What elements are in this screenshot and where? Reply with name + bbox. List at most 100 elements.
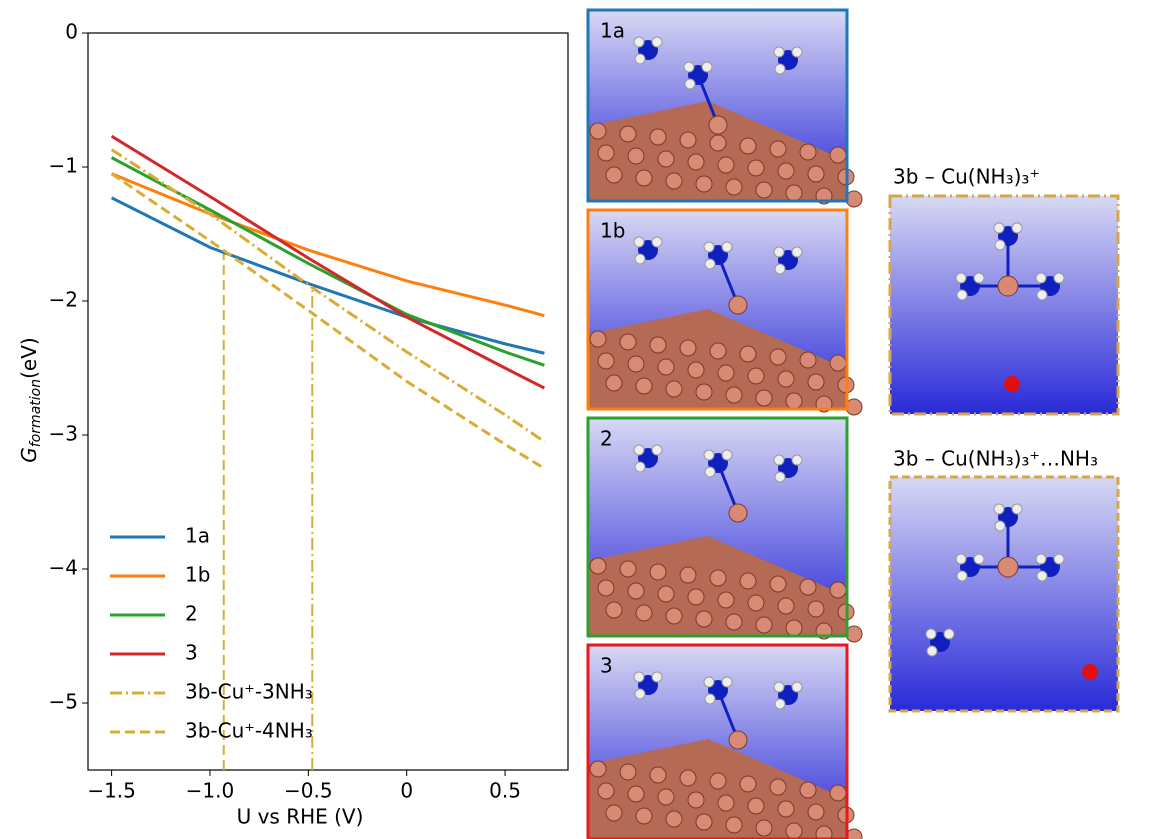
atom-cu [740, 573, 756, 589]
atom-cu [740, 346, 756, 362]
atom-cu [658, 151, 674, 167]
atom-cu [998, 276, 1018, 296]
x-tick-label: −0.5 [284, 779, 333, 803]
atom-cu [710, 135, 726, 151]
x-tick-label: 0 [400, 779, 413, 803]
atom-h [792, 247, 802, 257]
atom-cu [696, 384, 712, 400]
atom-cu [696, 176, 712, 192]
side-panel: 3b – Cu(NH₃)₃⁺…NH₃ [890, 447, 1118, 712]
y-tick-label: −1 [49, 154, 78, 178]
atom-h [652, 37, 662, 47]
atom-cu [606, 805, 622, 821]
atom-cu [710, 343, 726, 359]
atom-cu [696, 814, 712, 830]
atom-h [652, 445, 662, 455]
atom-h [995, 240, 1005, 250]
y-tick-label: −4 [49, 556, 78, 580]
atom-h [702, 62, 712, 72]
y-tick-label: −5 [49, 690, 78, 714]
atom-cu [598, 145, 614, 161]
atom-cu [650, 129, 666, 145]
y-tick-label: 0 [65, 20, 78, 44]
atom-cu [718, 157, 734, 173]
legend-label: 3b-Cu⁺-4NH₃ [185, 719, 313, 743]
atom-cu [726, 817, 742, 833]
side-panel: 3b – Cu(NH₃)₃⁺ [890, 165, 1118, 415]
atom-cu [800, 352, 816, 368]
atom-cu [756, 820, 772, 836]
atom-cu [628, 583, 644, 599]
x-axis-label: U vs RHE (V) [237, 805, 364, 829]
atom-cu [598, 783, 614, 799]
atom-cu [688, 792, 704, 808]
atom-cu [748, 798, 764, 814]
atom-cu [688, 589, 704, 605]
y-tick-label: −3 [49, 422, 78, 446]
panel-label: 2 [600, 427, 613, 451]
atom-cu [710, 570, 726, 586]
atom-cu [636, 808, 652, 824]
atom-h [1012, 504, 1022, 514]
atom-h [635, 254, 645, 264]
atom-h [634, 445, 644, 455]
atom-cu [800, 782, 816, 798]
atom-cu [830, 147, 846, 163]
atom-cu [770, 349, 786, 365]
panel-label: 1b [600, 219, 625, 243]
atom-h [634, 37, 644, 47]
atom-cu [808, 166, 824, 182]
atom-cu [620, 126, 636, 142]
series-line [112, 174, 545, 469]
atom-h [1036, 554, 1046, 564]
atom-cu [778, 801, 794, 817]
page: U vs RHE (V) Gformation(eV) 0−1−2−3−4−5−… [0, 0, 1168, 839]
atom-h [704, 242, 714, 252]
atom-cu [658, 359, 674, 375]
atom-h [994, 223, 1004, 233]
legend-label: 2 [185, 602, 198, 626]
atom-cu [680, 567, 696, 583]
atom-h [685, 79, 695, 89]
atom-h [774, 682, 784, 692]
atom-cu [666, 608, 682, 624]
atom-cu [590, 123, 606, 139]
atom-cu [756, 182, 772, 198]
atom-cu [800, 579, 816, 595]
atom-h [635, 54, 645, 64]
panel-label: 1a [600, 19, 625, 43]
atom-cu [606, 602, 622, 618]
atom-h [722, 677, 732, 687]
structure-panel: 1b [588, 210, 862, 415]
atom-cu [666, 173, 682, 189]
atom-cu [628, 148, 644, 164]
atom-cu [680, 340, 696, 356]
legend-label: 3 [185, 641, 198, 665]
atom-h [775, 699, 785, 709]
atom-h [994, 504, 1004, 514]
legend-label: 3b-Cu⁺-3NH₃ [185, 680, 313, 704]
atom-cu [598, 580, 614, 596]
atom-cu [650, 337, 666, 353]
atom-h [927, 646, 937, 656]
atom-cu [628, 356, 644, 372]
atom-cu [830, 355, 846, 371]
atom-h [774, 47, 784, 57]
atom-cu [590, 558, 606, 574]
series-line [112, 174, 545, 316]
atom-cu [726, 387, 742, 403]
atom-h [775, 264, 785, 274]
atom-h [774, 247, 784, 257]
atom-h [635, 689, 645, 699]
atom-h [635, 462, 645, 472]
atom-cu [696, 611, 712, 627]
x-tick-label: −1.0 [186, 779, 235, 803]
y-label-sub: formation [28, 379, 44, 447]
atom-h [974, 273, 984, 283]
figure: U vs RHE (V) Gformation(eV) 0−1−2−3−4−5−… [0, 0, 1168, 839]
atom-cu [808, 804, 824, 820]
atom-h [1012, 223, 1022, 233]
atom-cu [830, 582, 846, 598]
y-label-main: G [17, 447, 41, 463]
atom-cu [710, 773, 726, 789]
